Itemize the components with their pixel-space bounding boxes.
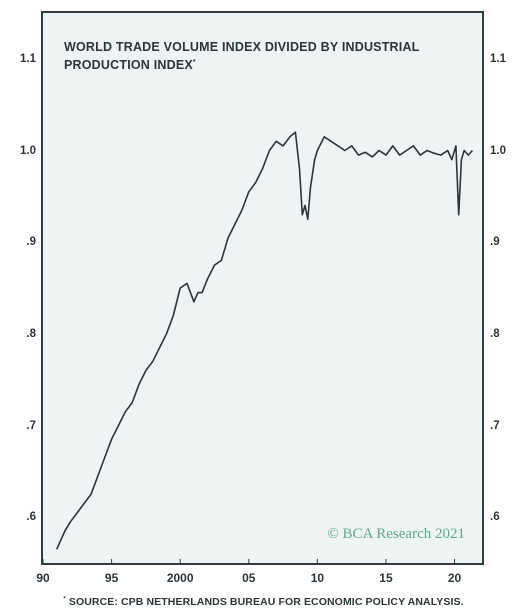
y-tick-label-right: .6 <box>490 511 500 524</box>
y-tick-label-right: 1.0 <box>490 144 506 157</box>
x-tick-label: 95 <box>104 571 119 585</box>
y-tick-label-left: .8 <box>26 327 36 340</box>
y-tick-label-left: 1.1 <box>20 52 36 65</box>
x-tick-label: 10 <box>310 571 325 585</box>
y-tick-label-left: 1.0 <box>20 144 36 157</box>
y-tick-label-left: .7 <box>26 419 36 432</box>
plot-frame <box>41 11 484 565</box>
watermark: © BCA Research 2021 <box>327 526 465 542</box>
y-tick-label-right: .9 <box>490 236 500 249</box>
y-tick-label-right: 1.1 <box>490 52 506 65</box>
series-line-0 <box>55 131 473 550</box>
x-tick-label: 15 <box>379 571 393 585</box>
x-tick-label: 2000 <box>166 571 194 585</box>
y-tick-label-right: .7 <box>490 419 500 432</box>
y-tick-label-right: .8 <box>490 327 500 340</box>
y-tick-label-left: .9 <box>26 236 36 249</box>
x-tick-label: 05 <box>242 571 256 585</box>
chart-title: WORLD TRADE VOLUME INDEX DIVIDED BY INDU… <box>64 40 420 73</box>
x-tick-label: 20 <box>447 571 462 585</box>
x-tick-label: 90 <box>36 571 50 585</box>
source-note: * SOURCE: CPB NETHERLANDS BUREAU FOR ECO… <box>63 596 464 608</box>
y-tick-label-left: .6 <box>26 511 36 524</box>
